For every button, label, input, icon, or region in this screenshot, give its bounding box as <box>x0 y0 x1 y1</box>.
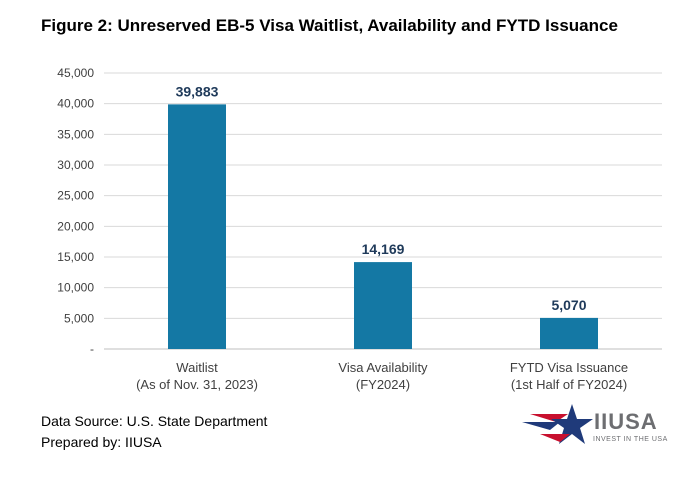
logo-tagline: INVEST IN THE USA <box>593 436 668 443</box>
logo-text: IIUSA <box>594 409 658 434</box>
category-label: (As of Nov. 31, 2023) <box>136 377 258 392</box>
iiusa-logo-icon <box>522 404 593 444</box>
y-axis-ticks: - 5,000 10,000 15,000 20,000 25,000 30,000 35,0… <box>57 66 94 356</box>
category-label: (1st Half of FY2024) <box>511 377 627 392</box>
bar <box>354 262 412 349</box>
y-tick-label: 25,000 <box>57 189 94 203</box>
y-tick-label: 10,000 <box>57 281 94 295</box>
y-tick-label: 20,000 <box>57 219 94 233</box>
data-label: 39,883 <box>176 83 219 99</box>
data-label: 5,070 <box>551 297 586 313</box>
y-tick-label: - <box>90 342 94 356</box>
data-source: Data Source: U.S. State Department <box>41 413 268 429</box>
chart-title: Figure 2: Unreserved EB-5 Visa Waitlist,… <box>41 16 618 35</box>
bar <box>540 317 598 349</box>
category-label: Visa Availability <box>338 360 428 375</box>
y-tick-label: 15,000 <box>57 250 94 264</box>
y-tick-label: 30,000 <box>57 158 94 172</box>
category-label: FYTD Visa Issuance <box>510 360 628 375</box>
data-labels: 39,883 14,169 5,070 <box>176 83 587 313</box>
category-label: (FY2024) <box>356 377 410 392</box>
bars <box>168 104 598 349</box>
category-labels: Waitlist (As of Nov. 31, 2023) Visa Availa… <box>136 360 628 392</box>
y-tick-label: 35,000 <box>57 127 94 141</box>
y-tick-label: 5,000 <box>64 311 94 325</box>
category-label: Waitlist <box>176 360 218 375</box>
y-tick-label: 40,000 <box>57 97 94 111</box>
y-tick-label: 45,000 <box>57 66 94 80</box>
bar <box>168 104 226 349</box>
data-label: 14,169 <box>362 241 405 257</box>
prepared-by: Prepared by: IIUSA <box>41 434 162 450</box>
